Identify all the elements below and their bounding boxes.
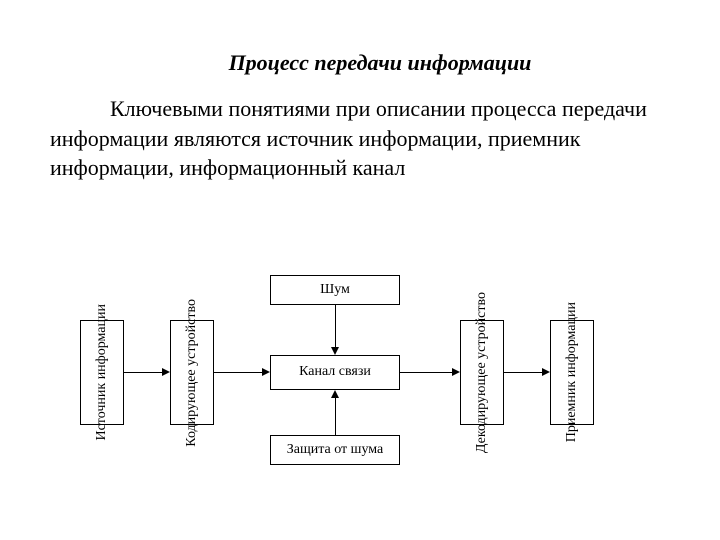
- node-receiver-label: Приемник информации: [564, 302, 580, 442]
- arrow-head-icon: [262, 368, 270, 376]
- node-noise-label: Шум: [320, 282, 350, 298]
- edge-source-encoder: [124, 372, 162, 373]
- arrow-head-icon: [542, 368, 550, 376]
- node-channel: Канал связи: [270, 355, 400, 390]
- edge-decoder-receiver: [504, 372, 542, 373]
- node-source: Источник информации: [80, 320, 124, 425]
- node-decoder-label: Декодирующее устройство: [474, 292, 490, 453]
- node-receiver: Приемник информации: [550, 320, 594, 425]
- page-title: Процесс передачи информации: [0, 0, 720, 76]
- arrow-head-icon: [452, 368, 460, 376]
- edge-noise-channel: [335, 305, 336, 347]
- node-protect-label: Защита от шума: [287, 442, 384, 458]
- edge-channel-decoder: [400, 372, 452, 373]
- flow-diagram: Источник информации Кодирующее устройств…: [80, 260, 640, 480]
- edge-encoder-channel: [214, 372, 262, 373]
- node-encoder: Кодирующее устройство: [170, 320, 214, 425]
- node-protect: Защита от шума: [270, 435, 400, 465]
- intro-text: Ключевыми понятиями при описании процесс…: [50, 96, 647, 180]
- node-decoder: Декодирующее устройство: [460, 320, 504, 425]
- arrow-head-icon: [331, 390, 339, 398]
- arrow-head-icon: [162, 368, 170, 376]
- node-source-label: Источник информации: [94, 304, 110, 441]
- node-encoder-label: Кодирующее устройство: [184, 299, 200, 447]
- edge-protect-channel: [335, 398, 336, 435]
- arrow-head-icon: [331, 347, 339, 355]
- node-noise: Шум: [270, 275, 400, 305]
- intro-paragraph: Ключевыми понятиями при описании процесс…: [0, 76, 720, 183]
- node-channel-label: Канал связи: [299, 364, 371, 380]
